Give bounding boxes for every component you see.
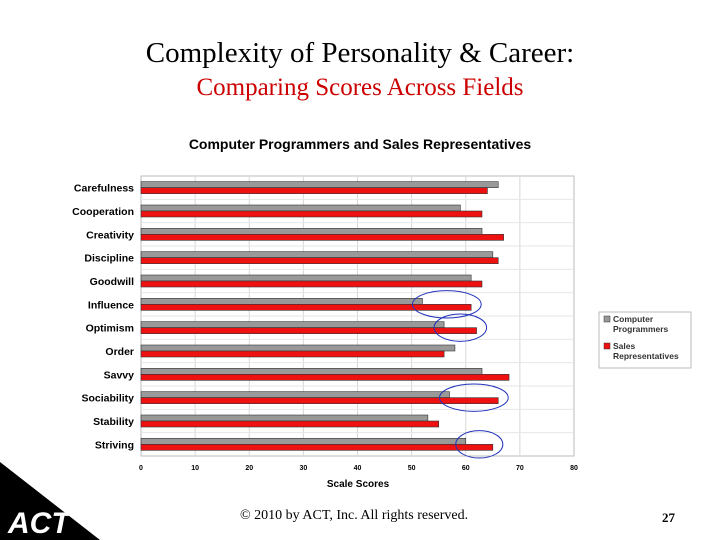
bar-computer-programmers <box>140 438 467 445</box>
x-tick-label: 40 <box>354 465 362 472</box>
bar-computer-programmers <box>140 204 461 212</box>
category-label: Savvy <box>104 369 135 381</box>
logo-registered-mark: ® <box>92 513 98 522</box>
category-label: Creativity <box>86 229 134 241</box>
legend-label: Computer Programmers <box>613 314 669 334</box>
x-tick-label: 70 <box>516 465 524 472</box>
bar-chart: Computer Programmers and Sales Represent… <box>72 136 692 490</box>
bar-computer-programmers <box>140 274 472 282</box>
x-tick-label: 80 <box>570 465 578 472</box>
bar-computer-programmers <box>140 298 423 305</box>
legend-swatch <box>603 315 611 323</box>
bar-computer-programmers <box>140 181 499 188</box>
bar-sales-representatives <box>140 280 483 288</box>
slide-title: Complexity of Personality & Career: <box>145 37 575 69</box>
category-label: Influence <box>88 299 134 311</box>
bar-sales-representatives <box>140 397 499 404</box>
category-label: Goodwill <box>90 276 134 288</box>
legend-box <box>598 311 692 369</box>
copyright-notice: © 2010 by ACT, Inc. All rights reserved. <box>240 508 469 523</box>
bar-sales-representatives <box>140 327 477 334</box>
bar-sales-representatives <box>140 374 510 381</box>
category-label: Discipline <box>84 253 134 265</box>
bar-computer-programmers <box>140 414 429 422</box>
category-label: Optimism <box>86 323 134 335</box>
category-label: Sociability <box>81 393 134 405</box>
bar-sales-representatives <box>140 420 439 428</box>
legend-label: Sales Representatives <box>613 341 679 361</box>
chart-title: Computer Programmers and Sales Represent… <box>189 136 532 152</box>
bar-sales-representatives <box>140 257 499 264</box>
act-logo: ACT ® <box>0 462 100 540</box>
bar-sales-representatives <box>140 210 483 218</box>
logo-text: ACT <box>7 507 72 540</box>
bar-computer-programmers <box>140 368 483 375</box>
category-label: Order <box>105 346 134 358</box>
slide-subtitle: Comparing Scores Across Fields <box>196 74 524 101</box>
bar-computer-programmers <box>140 344 456 352</box>
bar-sales-representatives <box>140 444 494 451</box>
bar-sales-representatives <box>140 304 472 311</box>
highlight-ellipse <box>439 383 509 412</box>
page-number: 27 <box>662 510 675 525</box>
x-tick-label: 30 <box>299 465 307 472</box>
bar-computer-programmers <box>140 321 445 328</box>
category-label: Stability <box>93 416 134 428</box>
bar-computer-programmers <box>140 228 483 235</box>
highlight-ellipse <box>455 430 504 459</box>
category-label: Carefulness <box>74 183 134 195</box>
bar-sales-representatives <box>140 187 488 194</box>
x-tick-label: 20 <box>245 465 253 472</box>
category-label: Striving <box>95 439 134 451</box>
bar-sales-representatives <box>140 350 445 358</box>
x-tick-label: 0 <box>139 465 143 472</box>
x-tick-label: 60 <box>462 465 470 472</box>
bar-computer-programmers <box>140 251 494 258</box>
bar-sales-representatives <box>140 234 504 241</box>
x-axis-label: Scale Scores <box>327 479 390 490</box>
highlight-ellipse <box>411 290 482 319</box>
x-tick-label: 50 <box>408 465 416 472</box>
legend: Computer Programmers Sales Representatives <box>598 311 692 369</box>
legend-swatch <box>603 342 611 350</box>
bar-computer-programmers <box>140 391 450 398</box>
category-label: Cooperation <box>72 206 134 218</box>
x-tick-label: 10 <box>191 465 199 472</box>
highlight-ellipse <box>433 313 488 342</box>
